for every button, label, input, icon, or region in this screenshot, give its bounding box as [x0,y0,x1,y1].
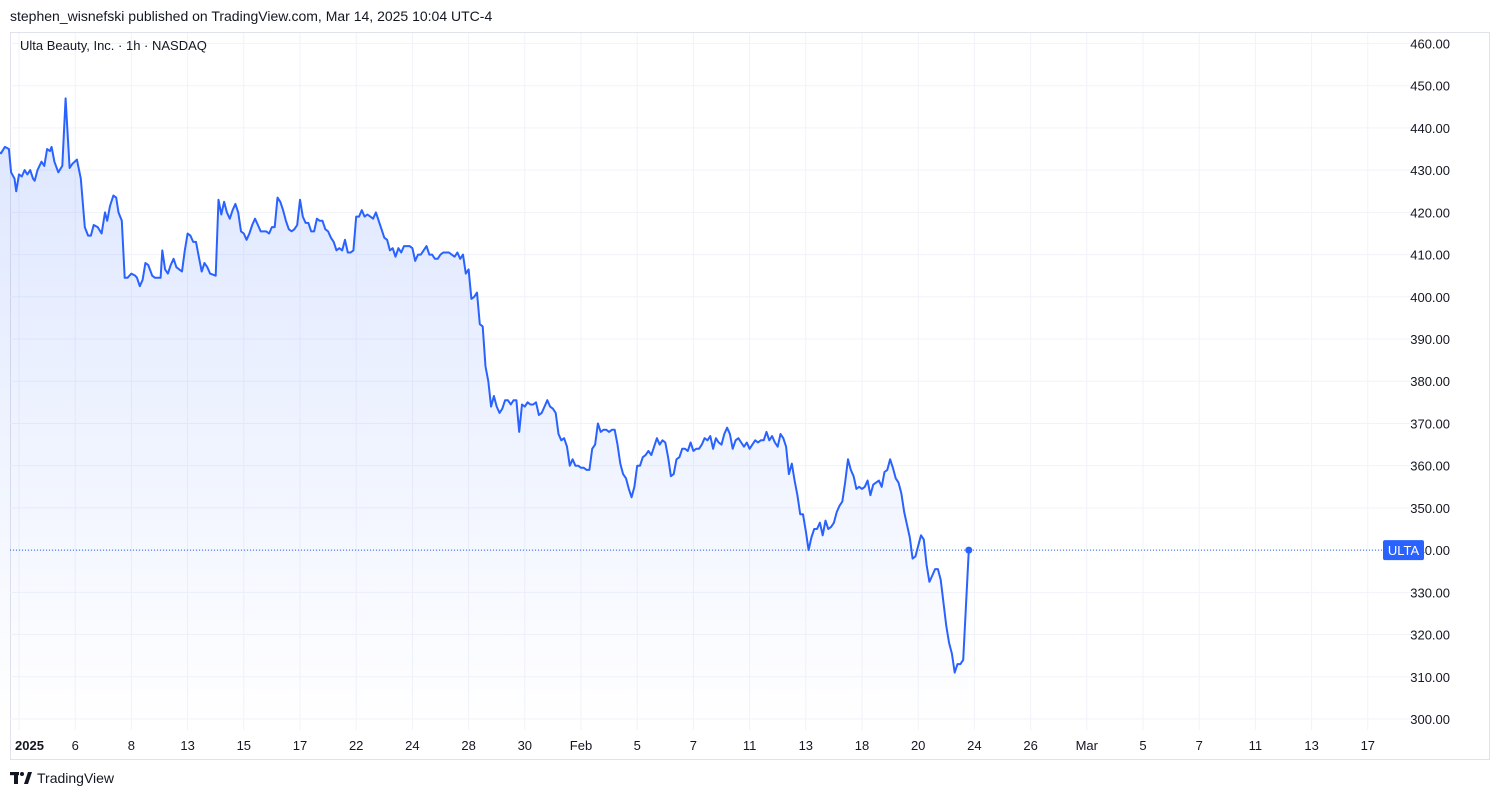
x-tick-label: 8 [128,738,135,753]
x-tick-label: 5 [634,738,641,753]
x-tick-label: 26 [1023,738,1037,753]
x-tick-label: 13 [180,738,194,753]
x-tick-label: 11 [743,738,757,753]
x-tick-label: Mar [1076,738,1099,753]
symbol-legend: Ulta Beauty, Inc. · 1h · NASDAQ [20,38,207,53]
x-tick-label: 18 [855,738,869,753]
line-layer [0,97,973,674]
last-price-badge: ULTA [1383,540,1424,561]
y-tick-label: 400.00 [1410,290,1450,305]
ulta-badge-label: ULTA [1388,543,1420,558]
price-line [0,97,970,674]
x-tick-label: 5 [1139,738,1146,753]
x-tick-label: 6 [72,738,79,753]
x-tick-label: 28 [461,738,475,753]
x-tick-label: 7 [1196,738,1203,753]
footer: TradingView [10,768,114,788]
tradingview-logo-icon [10,772,32,784]
x-tick-label: 15 [237,738,251,753]
x-tick-label: 24 [405,738,419,753]
x-tick-label: 13 [1304,738,1318,753]
last-price-marker [965,546,973,554]
x-tick-label: Feb [570,738,592,753]
x-tick-label: 17 [293,738,307,753]
y-tick-label: 370.00 [1410,416,1450,431]
published-caption: stephen_wisnefski published on TradingVi… [10,8,493,24]
y-tick-label: 380.00 [1410,374,1450,389]
x-tick-label: 24 [967,738,981,753]
y-tick-label: 410.00 [1410,248,1450,263]
ulta-badge [1383,540,1424,561]
y-tick-label: 320.00 [1410,628,1450,643]
y-tick-label: 430.00 [1410,163,1450,178]
y-axis: 460.00 450.00 440.00 430.00 420.00 410.00 400.… [1410,36,1450,727]
y-tick-label: 420.00 [1410,205,1450,220]
price-area [0,98,969,730]
x-axis: 2025 6 8 13 15 17 22 24 28 30 Feb 5 7 11 13 18 20 24 26 Mar… [15,738,1375,753]
x-tick-label: 13 [799,738,813,753]
y-tick-label: 390.00 [1410,332,1450,347]
y-tick-label: 440.00 [1410,121,1450,136]
y-tick-label: 300.00 [1410,712,1450,727]
y-tick-label: 360.00 [1410,459,1450,474]
x-tick-label: 22 [349,738,363,753]
x-tick-label: 7 [690,738,697,753]
x-tick-label: 30 [518,738,532,753]
y-tick-label: 350.00 [1410,501,1450,516]
x-tick-label: 2025 [15,738,44,753]
x-tick-label: 11 [1249,738,1263,753]
y-tick-label: 460.00 [1410,36,1450,51]
area-layer [0,98,969,730]
tradingview-brand[interactable]: TradingView [37,770,115,786]
x-tick-label: 17 [1361,738,1375,753]
y-tick-label: 330.00 [1410,585,1450,600]
y-tick-label: 450.00 [1410,79,1450,94]
y-tick-label: 310.00 [1410,670,1450,685]
x-tick-label: 20 [911,738,925,753]
